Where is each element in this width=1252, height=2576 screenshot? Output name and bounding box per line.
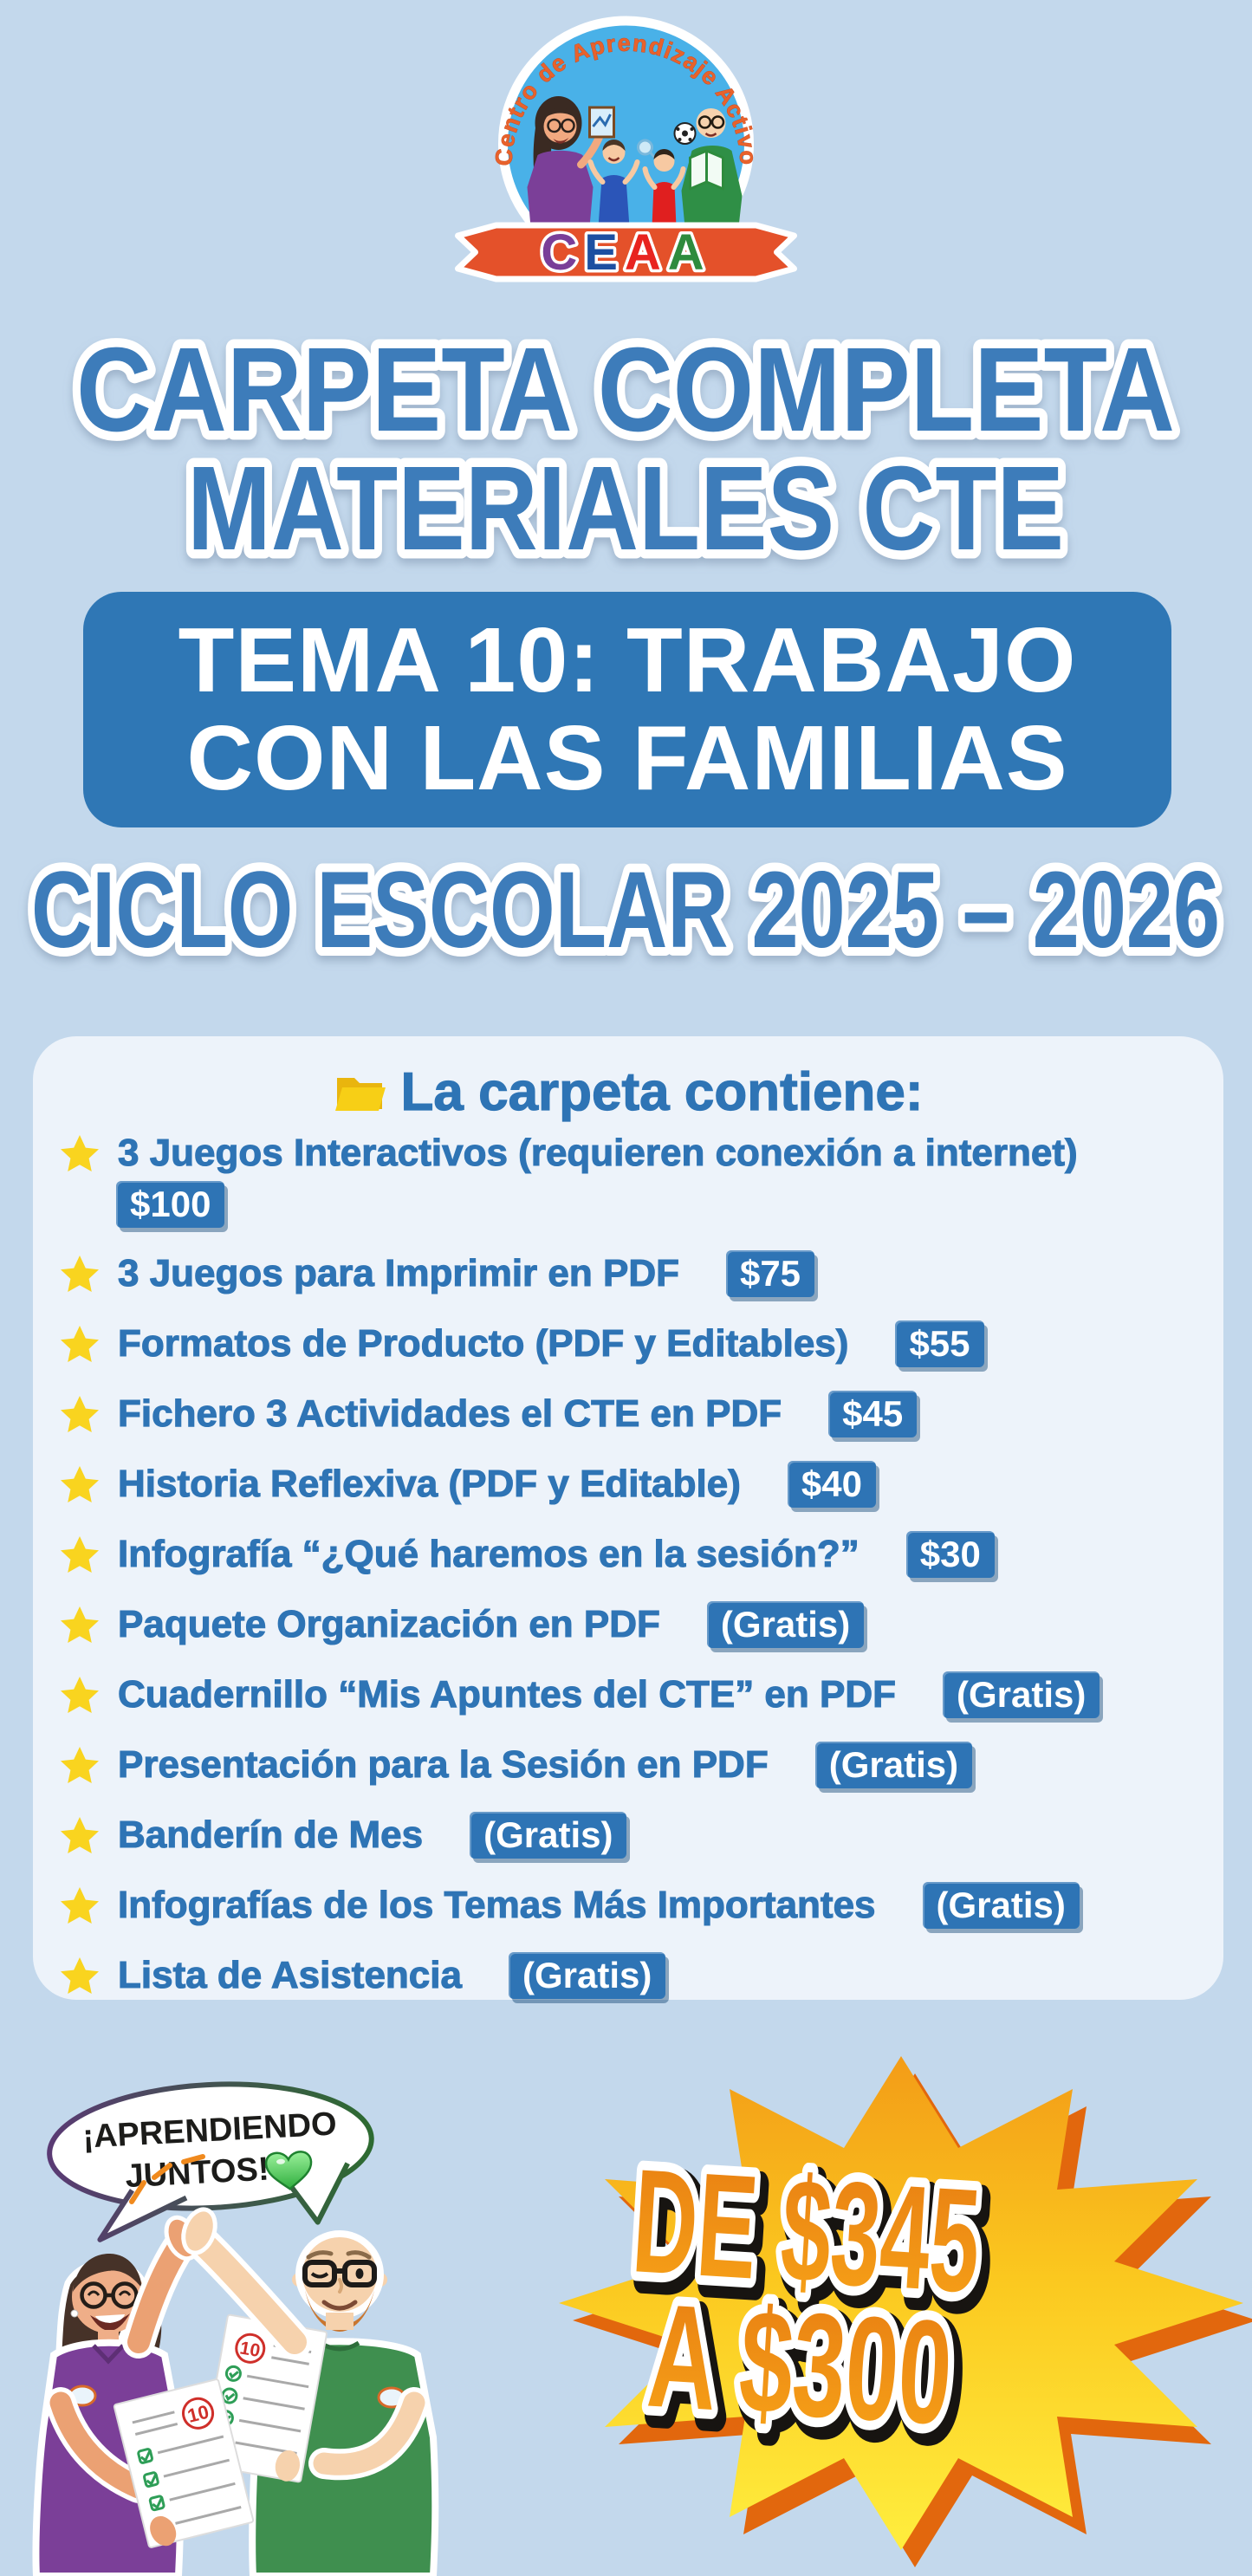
price-badge: (Gratis) [922, 1882, 1080, 1929]
burst-line2: A $300 [644, 2274, 957, 2456]
banner-line1: TEMA 10: TRABAJO [178, 609, 1077, 711]
title-line2: MATERIALES CTE [187, 442, 1064, 575]
item-label: 3 Juegos Interactivos (requieren conexió… [117, 1131, 1078, 1174]
list-item: Presentación para la Sesión en PDF (Grat… [59, 1740, 1199, 1790]
star-icon [61, 1817, 99, 1853]
cycle-text: CICLO ESCOLAR 2025 – 2026 [31, 850, 1220, 970]
price-badge: (Gratis) [814, 1742, 973, 1788]
burst-line2-shadow: A $300 [649, 2281, 962, 2464]
item-label: Presentación para la Sesión en PDF [117, 1742, 769, 1786]
price-badge: $40 [787, 1461, 876, 1508]
grade-mark: 10 [185, 2401, 211, 2427]
topic-banner: TEMA 10: TRABAJO CON LAS FAMILIAS [83, 592, 1171, 827]
item-label: Banderín de Mes [117, 1813, 424, 1856]
item-label: Historia Reflexiva (PDF y Editable) [117, 1462, 741, 1505]
item-label: Lista de Asistencia [117, 1953, 462, 1996]
star-icon [61, 1957, 99, 1994]
card-heading: La carpeta contiene: [400, 1061, 924, 1122]
star-icon [61, 1747, 99, 1783]
ceaa-acronym: CEAA [541, 224, 710, 281]
price-badge: $45 [828, 1391, 918, 1437]
list-item: Lista de Asistencia (Gratis) [59, 1950, 1199, 2001]
burst-shape [559, 2056, 1243, 2550]
price-badge: $100 [116, 1181, 225, 1228]
price-badge: (Gratis) [508, 1952, 666, 1999]
grade-mark: 10 [238, 2338, 262, 2361]
ceaa-ribbon [455, 222, 797, 282]
item-label: Infografía “¿Qué haremos en la sesión?” [117, 1532, 860, 1575]
green-heart-icon [264, 2151, 313, 2190]
motion-lines [129, 2154, 205, 2204]
main-title: CARPETA COMPLETA MATERIALES CTE [68, 336, 1184, 579]
star-icon [61, 1256, 99, 1292]
price-badge: (Gratis) [706, 1601, 865, 1648]
price-burst: DE $345 A $300 DE $345 A $300 [559, 2056, 1252, 2567]
contents-list: 3 Juegos Interactivos (requieren conexió… [59, 1128, 1199, 2001]
star-icon [61, 1135, 99, 1171]
list-item: 3 Juegos Interactivos (requieren conexió… [59, 1128, 1199, 1229]
star-icon [61, 1326, 99, 1362]
star-icon [61, 1466, 99, 1502]
star-icon [61, 1887, 99, 1924]
list-item: Infografías de los Temas Más Importantes… [59, 1880, 1199, 1930]
list-item: Paquete Organización en PDF (Gratis) [59, 1599, 1199, 1650]
item-label: Cuadernillo “Mis Apuntes del CTE” en PDF [117, 1672, 897, 1716]
price-badge: $75 [725, 1250, 815, 1297]
star-icon [61, 1677, 99, 1713]
card-header: La carpeta contiene: [59, 1061, 1199, 1123]
price-badge: $55 [895, 1320, 984, 1367]
item-label: Paquete Organización en PDF [117, 1602, 660, 1645]
price-badge: (Gratis) [470, 1812, 627, 1859]
contents-card: La carpeta contiene: 3 Juegos Interactiv… [33, 1036, 1223, 2000]
promo-scene: ¡APRENDIENDO JUNTOS! [32, 2081, 439, 2576]
item-label: 3 Juegos para Imprimir en PDF [117, 1251, 679, 1294]
speech-bubble: ¡APRENDIENDO JUNTOS! [47, 2081, 374, 2242]
list-item: 3 Juegos para Imprimir en PDF $75 [59, 1249, 1199, 1299]
star-icon [61, 1536, 99, 1573]
list-item: Cuadernillo “Mis Apuntes del CTE” en PDF… [59, 1670, 1199, 1720]
star-icon [61, 1606, 99, 1643]
list-item: Banderín de Mes (Gratis) [59, 1810, 1199, 1860]
list-item: Historia Reflexiva (PDF y Editable) $40 [59, 1459, 1199, 1509]
banner-line2: CON LAS FAMILIAS [186, 707, 1068, 809]
title-line1: CARPETA COMPLETA [76, 336, 1175, 457]
list-item: Fichero 3 Actividades el CTE en PDF $45 [59, 1389, 1199, 1439]
star-icon [61, 1396, 99, 1432]
item-label: Fichero 3 Actividades el CTE en PDF [117, 1392, 782, 1435]
list-item: Formatos de Producto (PDF y Editables) $… [59, 1319, 1199, 1369]
price-badge: $30 [905, 1531, 995, 1578]
item-label: Formatos de Producto (PDF y Editables) [117, 1321, 849, 1365]
item-label: Infografías de los Temas Más Importantes [117, 1883, 876, 1926]
logo-family-illustration [527, 96, 743, 227]
price-badge: (Gratis) [943, 1671, 1100, 1718]
list-item: Infografía “¿Qué haremos en la sesión?” … [59, 1529, 1199, 1580]
burst-line1-shadow: DE $345 [634, 2147, 990, 2333]
teacher-man [249, 2230, 439, 2576]
high-five [122, 2154, 312, 2359]
school-cycle: CICLO ESCOLAR 2025 – 2026 [23, 849, 1229, 979]
burst-line1: DE $345 [628, 2138, 984, 2324]
ceaa-logo: Centro de Aprendizaje Activo [455, 16, 797, 284]
checklist-paper: 10 [113, 2378, 255, 2548]
folder-icon [334, 1078, 386, 1111]
